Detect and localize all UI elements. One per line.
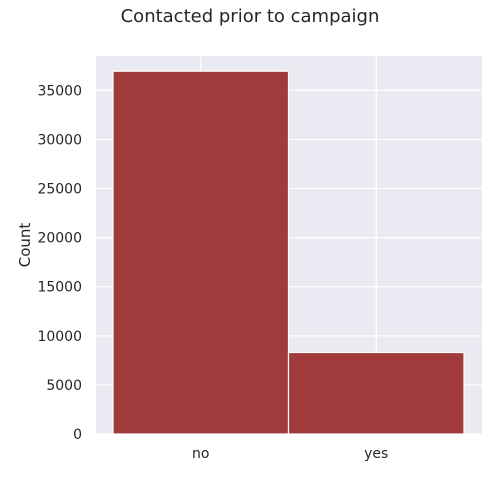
- y-axis-label: Count: [16, 223, 34, 268]
- x-tick-labels: no yes: [192, 446, 388, 462]
- chart-title: Contacted prior to campaign: [120, 6, 380, 27]
- y-tick-label: 15000: [37, 280, 82, 296]
- y-tick-label: 25000: [37, 182, 82, 198]
- y-tick-labels: 0 5000 10000 15000 20000 25000 30000 35000: [37, 83, 82, 443]
- y-tick-label: 5000: [46, 378, 82, 394]
- x-tick-label-no: no: [192, 446, 209, 462]
- bar-no: [112, 70, 290, 435]
- y-tick-label: 35000: [37, 83, 82, 99]
- y-tick-label: 10000: [37, 329, 82, 345]
- y-tick-label: 30000: [37, 132, 82, 148]
- bar-yes: [287, 351, 465, 435]
- y-tick-label: 20000: [37, 231, 82, 247]
- bar-layer: [112, 70, 465, 435]
- x-tick-label-yes: yes: [364, 446, 388, 462]
- y-tick-label: 0: [73, 427, 82, 443]
